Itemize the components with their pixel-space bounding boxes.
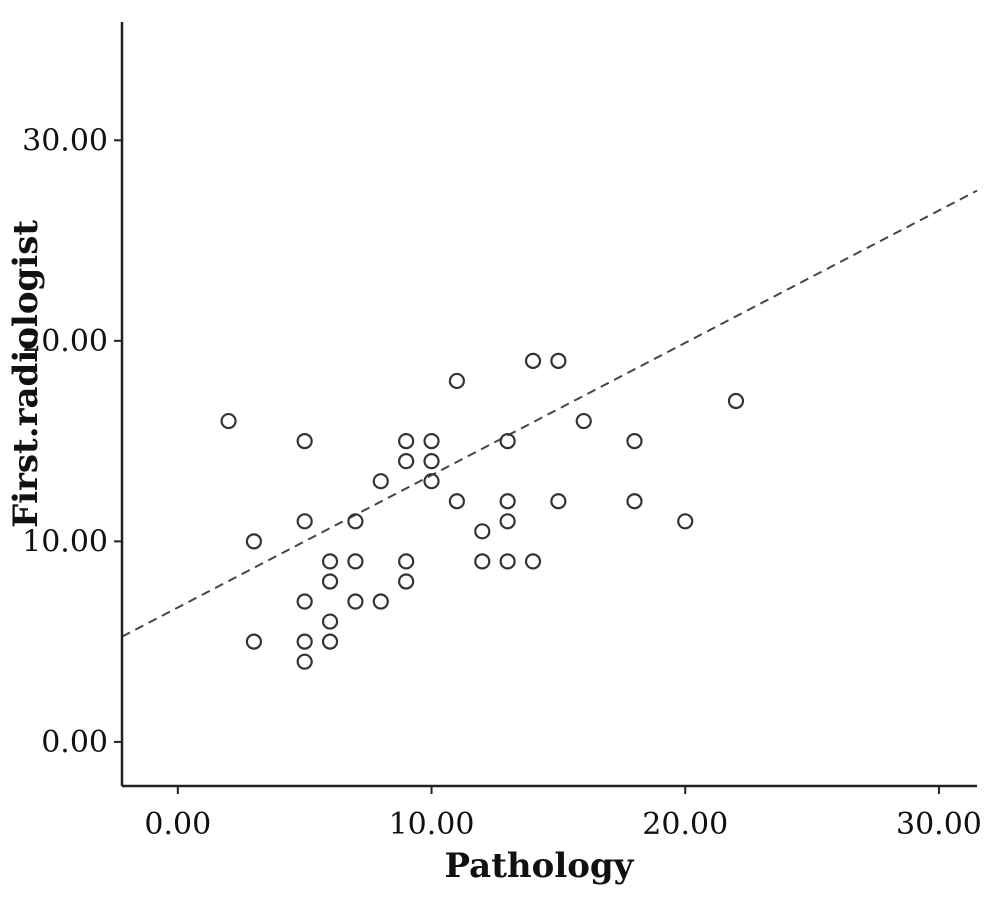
scatter-point-32 <box>524 352 542 369</box>
scatter-point-14 <box>347 593 364 610</box>
scatter-point-15 <box>372 473 389 490</box>
scatter-point-25 <box>448 493 465 510</box>
scatter-point-20 <box>398 573 415 590</box>
scatter-point-9 <box>321 573 339 590</box>
scatter-point-7 <box>296 653 313 670</box>
scatter-point-30 <box>499 513 516 530</box>
fit-line <box>121 189 978 638</box>
x-tick-label-1: 10.00 <box>389 807 475 842</box>
scatter-point-35 <box>550 493 567 510</box>
y-tick-label-0: 0.00 <box>41 725 108 760</box>
scatter-point-4 <box>296 513 313 530</box>
scatter-point-24 <box>448 372 465 390</box>
x-tick-label-2: 20.00 <box>642 807 728 842</box>
points-layer <box>220 352 745 670</box>
scatter-point-6 <box>296 633 313 650</box>
scatter-point-0 <box>220 412 237 430</box>
scatter-point-27 <box>474 553 491 570</box>
scatter-point-39 <box>677 513 694 530</box>
x-tick-label-3: 30.00 <box>896 807 982 842</box>
scatter-point-23 <box>423 473 440 490</box>
y-axis-title: First.radiologist <box>6 220 46 528</box>
scatter-point-33 <box>524 553 542 570</box>
scatter-point-8 <box>321 553 339 570</box>
x-axis-title: Pathology <box>445 846 635 886</box>
fit-line-layer <box>121 189 978 638</box>
scatter-point-17 <box>398 432 415 450</box>
scatter-point-31 <box>499 553 516 570</box>
y-tick-label-3: 30.00 <box>22 123 108 158</box>
scatter-point-40 <box>727 392 745 410</box>
scatter-point-11 <box>321 633 339 650</box>
scatter-point-26 <box>474 523 491 540</box>
scatter-point-36 <box>575 412 592 430</box>
scatter-point-3 <box>296 432 313 450</box>
y-tick-label-1: 10.00 <box>22 524 108 559</box>
scatter-point-12 <box>347 513 364 530</box>
scatter-point-19 <box>398 553 415 570</box>
scatter-point-13 <box>347 553 364 570</box>
y-ticks: 0.00 10.00 20.00 30.00 <box>22 123 122 760</box>
scatter-point-28 <box>499 432 516 450</box>
x-tick-label-0: 0.00 <box>144 807 211 842</box>
y-tick-label-2: 20.00 <box>22 324 108 359</box>
scatter-point-1 <box>245 533 263 550</box>
scatter-point-29 <box>499 493 516 510</box>
scatter-point-38 <box>626 493 643 510</box>
scatter-point-34 <box>550 352 567 369</box>
x-ticks: 0.00 10.00 20.00 30.00 <box>144 786 982 842</box>
scatter-point-5 <box>296 593 313 610</box>
scatter-point-37 <box>626 432 643 450</box>
scatter-point-10 <box>321 613 339 630</box>
scatter-point-2 <box>245 633 263 650</box>
scatter-point-16 <box>372 593 389 610</box>
scatter-point-21 <box>423 432 440 450</box>
scatter-point-22 <box>423 453 440 470</box>
scatter-point-18 <box>398 453 415 470</box>
